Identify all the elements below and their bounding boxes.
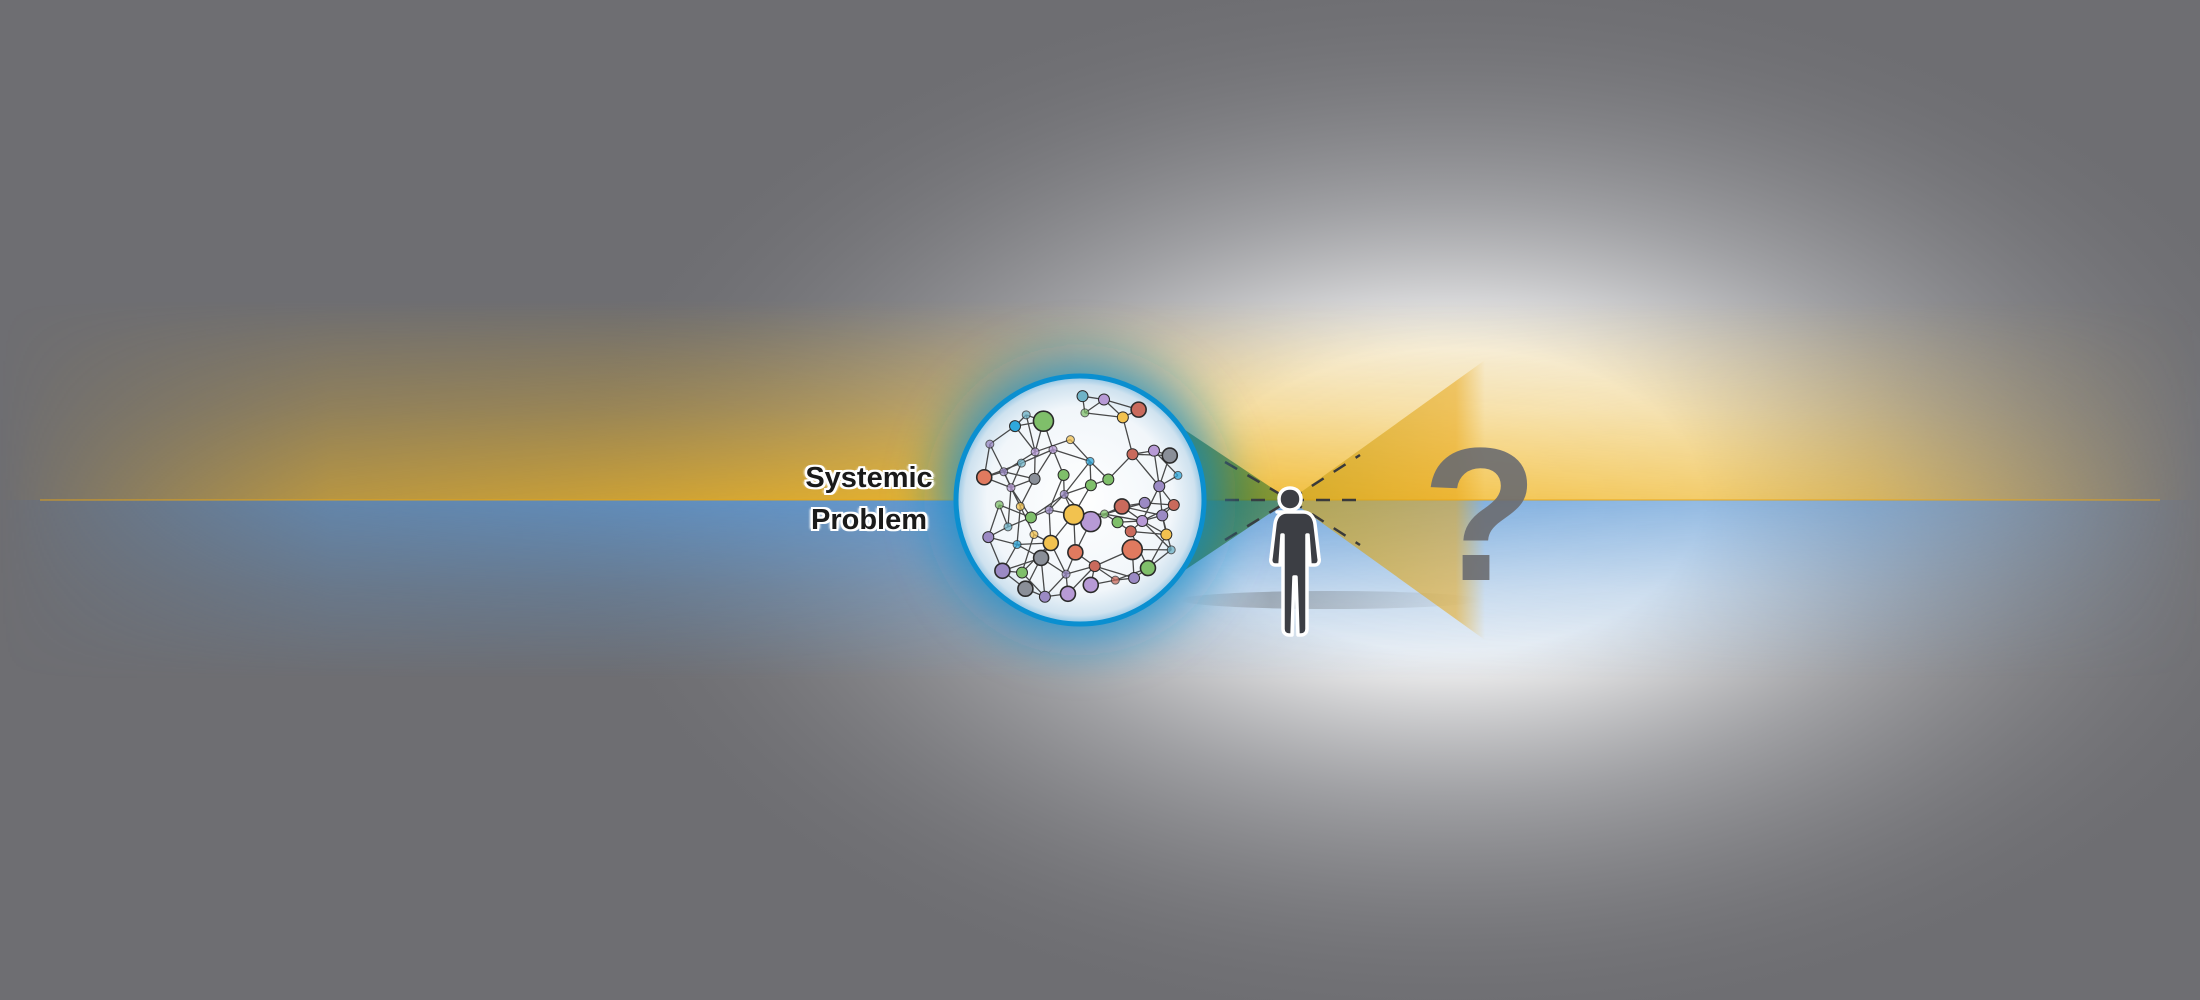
- vision-cone-right: [1290, 360, 1485, 640]
- network-node: [1012, 540, 1022, 550]
- network-edge: [1063, 460, 1091, 495]
- network-node: [1032, 549, 1050, 567]
- figure-shadow: [1180, 591, 1480, 609]
- network-node: [1032, 410, 1055, 432]
- network-node: [1003, 522, 1013, 532]
- network-node: [1113, 498, 1131, 515]
- network-node: [1024, 511, 1037, 524]
- network-node: [1009, 420, 1022, 433]
- network-node: [982, 531, 995, 544]
- network-node: [1006, 483, 1016, 493]
- network-node: [1153, 480, 1166, 493]
- network-node: [1166, 545, 1176, 555]
- network-node: [1110, 575, 1120, 585]
- network-edge: [1016, 506, 1021, 545]
- network-node: [1147, 444, 1160, 457]
- network-edge: [1141, 485, 1160, 522]
- network-edge: [1141, 520, 1172, 551]
- network-edge: [1025, 414, 1036, 453]
- network-node: [1015, 566, 1028, 579]
- network-node: [1038, 590, 1051, 603]
- network-node: [1085, 456, 1095, 466]
- network-node: [1065, 435, 1075, 445]
- network-node: [1173, 470, 1183, 480]
- network-edge: [1153, 450, 1160, 487]
- network-node: [1160, 528, 1173, 541]
- network-edge: [1007, 487, 1012, 527]
- network-node: [1102, 473, 1115, 486]
- label-systemic: Systemic: [805, 462, 933, 494]
- network-node: [1016, 458, 1026, 468]
- network-edge: [1084, 412, 1123, 418]
- network-nodes: [975, 390, 1183, 603]
- network-edge: [1021, 534, 1035, 573]
- network-node: [1015, 501, 1025, 511]
- network-node: [1111, 516, 1124, 529]
- network-node: [1099, 509, 1109, 519]
- network-node: [1044, 505, 1054, 515]
- network-node: [1017, 580, 1034, 598]
- network-node: [975, 468, 993, 486]
- network-node: [1130, 401, 1147, 418]
- network-node: [1082, 576, 1100, 594]
- network-node: [1121, 538, 1144, 561]
- network-node: [1124, 525, 1137, 538]
- network-edge: [1069, 439, 1091, 462]
- question-mark: ?: [1422, 409, 1538, 621]
- sphere-body: [953, 373, 1207, 627]
- network-node: [1136, 514, 1149, 527]
- network-edge: [1048, 474, 1065, 511]
- network-node: [1128, 572, 1141, 585]
- network-node: [1029, 530, 1039, 540]
- network-edge: [989, 443, 1005, 473]
- network-edge: [1132, 453, 1160, 487]
- network-node: [1048, 445, 1058, 455]
- network-node: [1167, 498, 1180, 511]
- network-node: [1076, 390, 1089, 403]
- network-node: [994, 562, 1011, 580]
- network-node: [1116, 411, 1129, 424]
- network-node: [1097, 393, 1110, 406]
- network-node: [1067, 544, 1084, 561]
- network-node: [1156, 509, 1169, 522]
- network-node: [985, 439, 995, 449]
- network-node: [1057, 469, 1070, 482]
- network-node: [1088, 560, 1101, 573]
- network-edge: [1122, 417, 1134, 455]
- network-node: [1042, 534, 1060, 552]
- person-silhouette-icon: [1269, 486, 1321, 637]
- network-node: [1161, 447, 1179, 464]
- person-figure: [1269, 486, 1321, 637]
- network-node: [1059, 585, 1077, 603]
- network-node: [1061, 569, 1071, 579]
- label-problem: Problem: [810, 504, 928, 536]
- network-edge: [1021, 448, 1054, 464]
- network-sphere-icon: [910, 330, 1250, 670]
- network-node: [1080, 408, 1090, 418]
- network-node: [1084, 479, 1097, 492]
- network-edge: [1104, 513, 1143, 522]
- network-node: [1139, 559, 1157, 577]
- network-node: [1021, 410, 1031, 420]
- network-node: [1059, 489, 1069, 499]
- network-node: [1062, 503, 1085, 526]
- network-node: [1126, 448, 1139, 461]
- network-node: [1138, 496, 1151, 509]
- network-node: [1030, 447, 1040, 457]
- network-node: [999, 467, 1009, 477]
- network-node: [1028, 472, 1041, 485]
- network-edge: [1052, 448, 1091, 462]
- network-node: [994, 500, 1004, 510]
